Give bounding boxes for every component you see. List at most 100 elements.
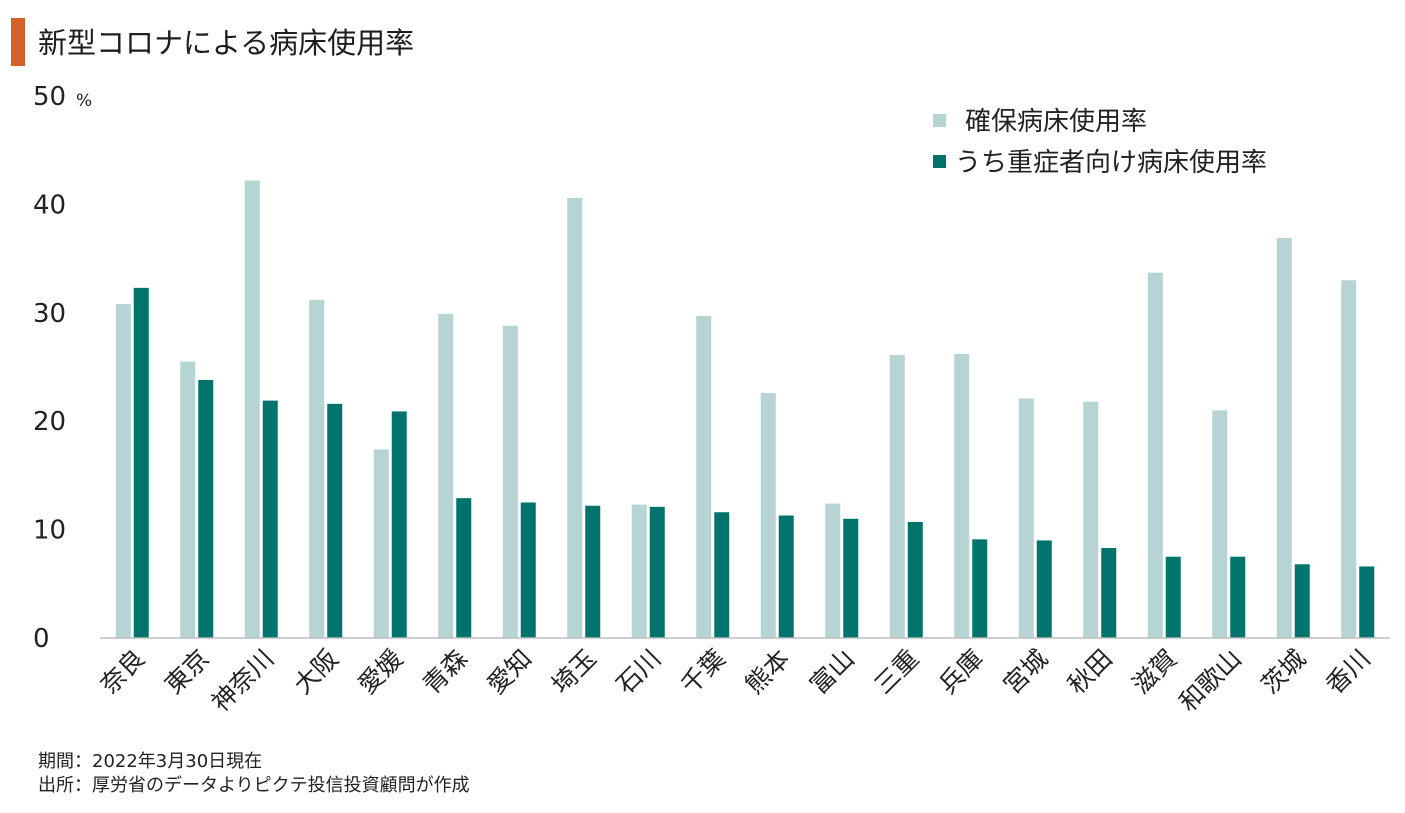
x-tick-label: 秋田 <box>1062 644 1118 700</box>
x-tick-label: 富山 <box>804 644 860 700</box>
y-axis: 0 10 20 30 40 50% <box>33 82 92 654</box>
bar-severe-beds <box>198 380 214 638</box>
bar-group <box>954 353 988 638</box>
bar-secured-beds <box>760 393 776 638</box>
legend-label: うち重症者向け病床使用率 <box>955 148 1267 178</box>
bar-severe-beds <box>1036 540 1052 638</box>
bar-group <box>760 393 794 638</box>
period-note: 期間：2022年3月30日現在 <box>38 751 263 772</box>
bar-group <box>244 180 278 638</box>
x-tick-label: 奈良 <box>95 644 151 700</box>
bar-severe-beds <box>972 539 988 638</box>
chart-title: 新型コロナによる病床使用率 <box>38 26 415 60</box>
bar-group <box>1341 280 1375 638</box>
bar-severe-beds <box>262 400 278 638</box>
y-tick-label: 40 <box>33 190 66 220</box>
x-tick-label: 茨城 <box>1256 644 1312 700</box>
bar-group <box>696 316 730 638</box>
x-tick-label: 石川 <box>611 644 667 700</box>
bar-severe-beds <box>133 287 149 638</box>
bar-severe-beds <box>456 498 472 638</box>
bar-group <box>502 325 536 638</box>
bar-secured-beds <box>696 316 712 638</box>
bar-group <box>1018 398 1052 638</box>
bar-secured-beds <box>954 353 970 638</box>
bar-secured-beds <box>889 355 905 638</box>
bar-group <box>373 411 407 638</box>
source-note: 出所：厚労省のデータよりピクテ投信投資顧問が作成 <box>38 775 470 796</box>
bar-secured-beds <box>180 361 196 638</box>
legend-label: 確保病床使用率 <box>965 107 1147 137</box>
bar-secured-beds <box>309 299 325 638</box>
x-tick-label: 三重 <box>869 644 925 700</box>
bar-severe-beds <box>1101 548 1117 638</box>
bar-secured-beds <box>502 325 518 638</box>
title-accent-bar <box>11 18 25 66</box>
bar-group <box>825 503 859 638</box>
bar-severe-beds <box>327 403 343 638</box>
y-axis-unit: % <box>76 91 92 111</box>
bar-severe-beds <box>1359 566 1375 638</box>
bar-secured-beds <box>1018 398 1034 638</box>
bar-secured-beds <box>438 313 454 638</box>
x-tick-label: 大阪 <box>288 644 344 700</box>
y-tick-label: 0 <box>33 624 50 654</box>
x-tick-label: 埼玉 <box>546 644 602 700</box>
bar-group <box>631 504 665 638</box>
x-tick-label: 千葉 <box>675 644 731 700</box>
x-tick-label: 愛媛 <box>353 644 409 700</box>
bar-secured-beds <box>567 197 583 638</box>
bar-secured-beds <box>825 503 841 638</box>
legend-swatch <box>933 114 946 127</box>
bar-severe-beds <box>1230 556 1246 638</box>
x-tick-label: 熊本 <box>740 644 796 700</box>
bar-group <box>438 313 472 638</box>
bar-group <box>1083 401 1117 638</box>
x-tick-label: 愛知 <box>482 644 538 700</box>
bar-severe-beds <box>585 505 601 638</box>
legend-swatch <box>933 155 946 168</box>
bar-group <box>889 355 923 638</box>
bar-secured-beds <box>1276 238 1292 638</box>
bar-severe-beds <box>1294 564 1310 638</box>
bar-secured-beds <box>244 180 260 638</box>
bar-group <box>180 361 214 638</box>
bar-severe-beds <box>843 518 859 638</box>
bar-severe-beds <box>391 411 407 638</box>
bar-group <box>1276 238 1310 638</box>
bar-secured-beds <box>373 449 389 638</box>
bar-severe-beds <box>520 502 536 638</box>
bar-severe-beds <box>778 515 794 638</box>
x-tick-label: 滋賀 <box>1127 644 1183 700</box>
bars <box>115 180 1375 638</box>
x-tick-label: 東京 <box>159 644 215 700</box>
bar-secured-beds <box>631 504 647 638</box>
bar-severe-beds <box>714 512 730 638</box>
x-tick-label: 宮城 <box>998 644 1054 700</box>
x-tick-label: 兵庫 <box>933 644 989 700</box>
footnotes: 期間：2022年3月30日現在 出所：厚労省のデータよりピクテ投信投資顧問が作成 <box>38 750 470 798</box>
y-tick-label: 20 <box>33 407 66 437</box>
y-tick-label: 10 <box>33 516 66 546</box>
bar-secured-beds <box>1341 280 1357 638</box>
y-tick-label: 30 <box>33 299 66 329</box>
bar-secured-beds <box>1083 401 1099 638</box>
bar-severe-beds <box>649 506 665 638</box>
x-tick-label: 香川 <box>1320 644 1376 700</box>
bar-group <box>115 287 149 638</box>
bar-secured-beds <box>1212 410 1228 638</box>
bar-secured-beds <box>1147 272 1163 638</box>
bar-severe-beds <box>907 522 923 638</box>
bar-group <box>1147 272 1181 638</box>
x-tick-label: 青森 <box>417 644 473 700</box>
bar-group <box>1212 410 1246 638</box>
bar-group <box>309 299 343 638</box>
y-tick-label: 50 <box>33 82 66 112</box>
bar-severe-beds <box>1165 556 1181 638</box>
bar-secured-beds <box>115 304 131 638</box>
x-tick-label: 和歌山 <box>1173 644 1247 718</box>
bar-group <box>567 197 601 638</box>
